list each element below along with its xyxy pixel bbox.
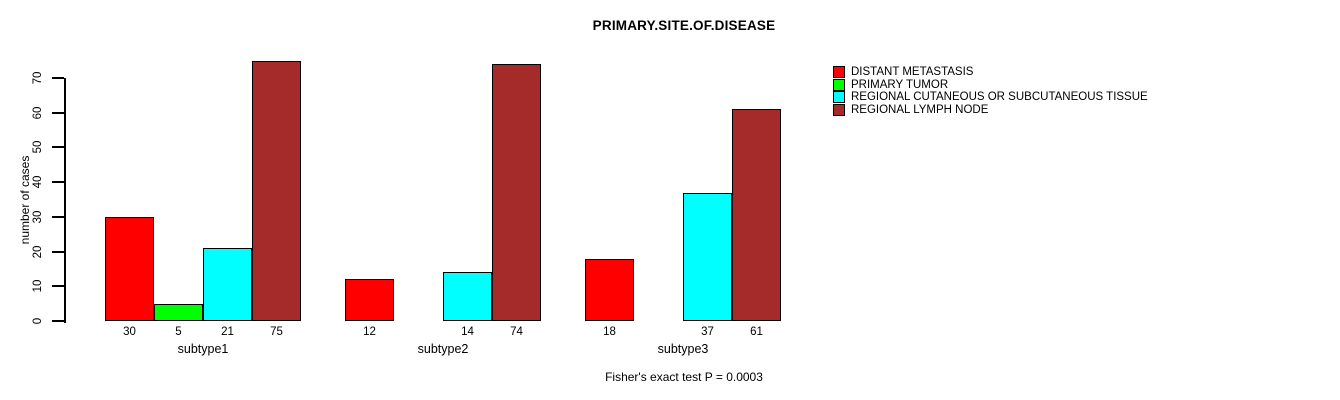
legend-swatch [833,104,845,117]
chart-title: PRIMARY.SITE.OF.DISEASE [592,18,776,33]
legend-label: REGIONAL LYMPH NODE [851,103,989,116]
legend-swatch [833,66,845,79]
category-label: subtype2 [417,342,469,356]
annotation-fisher-test: Fisher's exact test P = 0.0003 [605,370,763,384]
legend-item: PRIMARY TUMOR [833,79,1148,92]
legend-swatch [833,91,845,104]
y-tick-label: 0 [32,317,44,325]
legend: DISTANT METASTASIS PRIMARY TUMOR REGIONAL … [833,66,1148,117]
y-tick-label: 20 [32,245,44,258]
y-axis-tick [52,77,64,79]
bar-value-label: 21 [221,326,234,338]
y-axis-tick [52,320,64,322]
bar [683,192,732,321]
y-tick-label: 40 [32,175,44,189]
category-label: subtype3 [657,342,709,356]
bar-value-label: 14 [461,326,474,338]
y-axis-line [64,78,66,323]
legend-item: REGIONAL LYMPH NODE [833,104,1148,117]
bar [492,64,541,321]
legend-label: DISTANT METASTASIS [851,66,974,78]
bar-value-label: 12 [363,326,376,338]
bar [105,216,154,321]
y-axis-tick [52,250,64,253]
y-axis-tick [52,146,64,149]
bar-value-label: 61 [750,326,763,338]
legend-swatch [833,78,845,91]
bar-value-label: 75 [270,326,283,338]
bar-value-label: 37 [701,326,714,338]
y-axis-tick [52,215,64,218]
y-axis-tick [52,111,64,114]
bar-value-label: 30 [123,326,136,338]
bar [585,258,634,321]
y-tick-label: 30 [32,210,44,224]
y-tick-label: 10 [32,279,44,293]
bar [443,272,492,321]
category-label: subtype1 [177,342,229,356]
bar [732,109,781,321]
bar [252,60,301,321]
legend-label: PRIMARY TUMOR [851,78,949,91]
bar [154,303,203,321]
legend-item: DISTANT METASTASIS [833,66,1148,79]
legend-label: REGIONAL CUTANEOUS OR SUBCUTANEOUS TISSU… [851,91,1148,104]
legend-item: REGIONAL CUTANEOUS OR SUBCUTANEOUS TISSU… [833,91,1148,104]
y-axis-tick [52,181,64,184]
bar-value-label: 18 [603,326,616,338]
y-tick-label: 60 [32,106,44,120]
y-axis-tick [52,285,64,288]
bar-value-label: 5 [175,326,182,338]
bar [203,248,252,321]
y-tick-label: 50 [32,141,44,154]
bar-value-label: 74 [510,326,523,338]
y-tick-label: 70 [32,71,44,85]
bar [345,279,394,321]
